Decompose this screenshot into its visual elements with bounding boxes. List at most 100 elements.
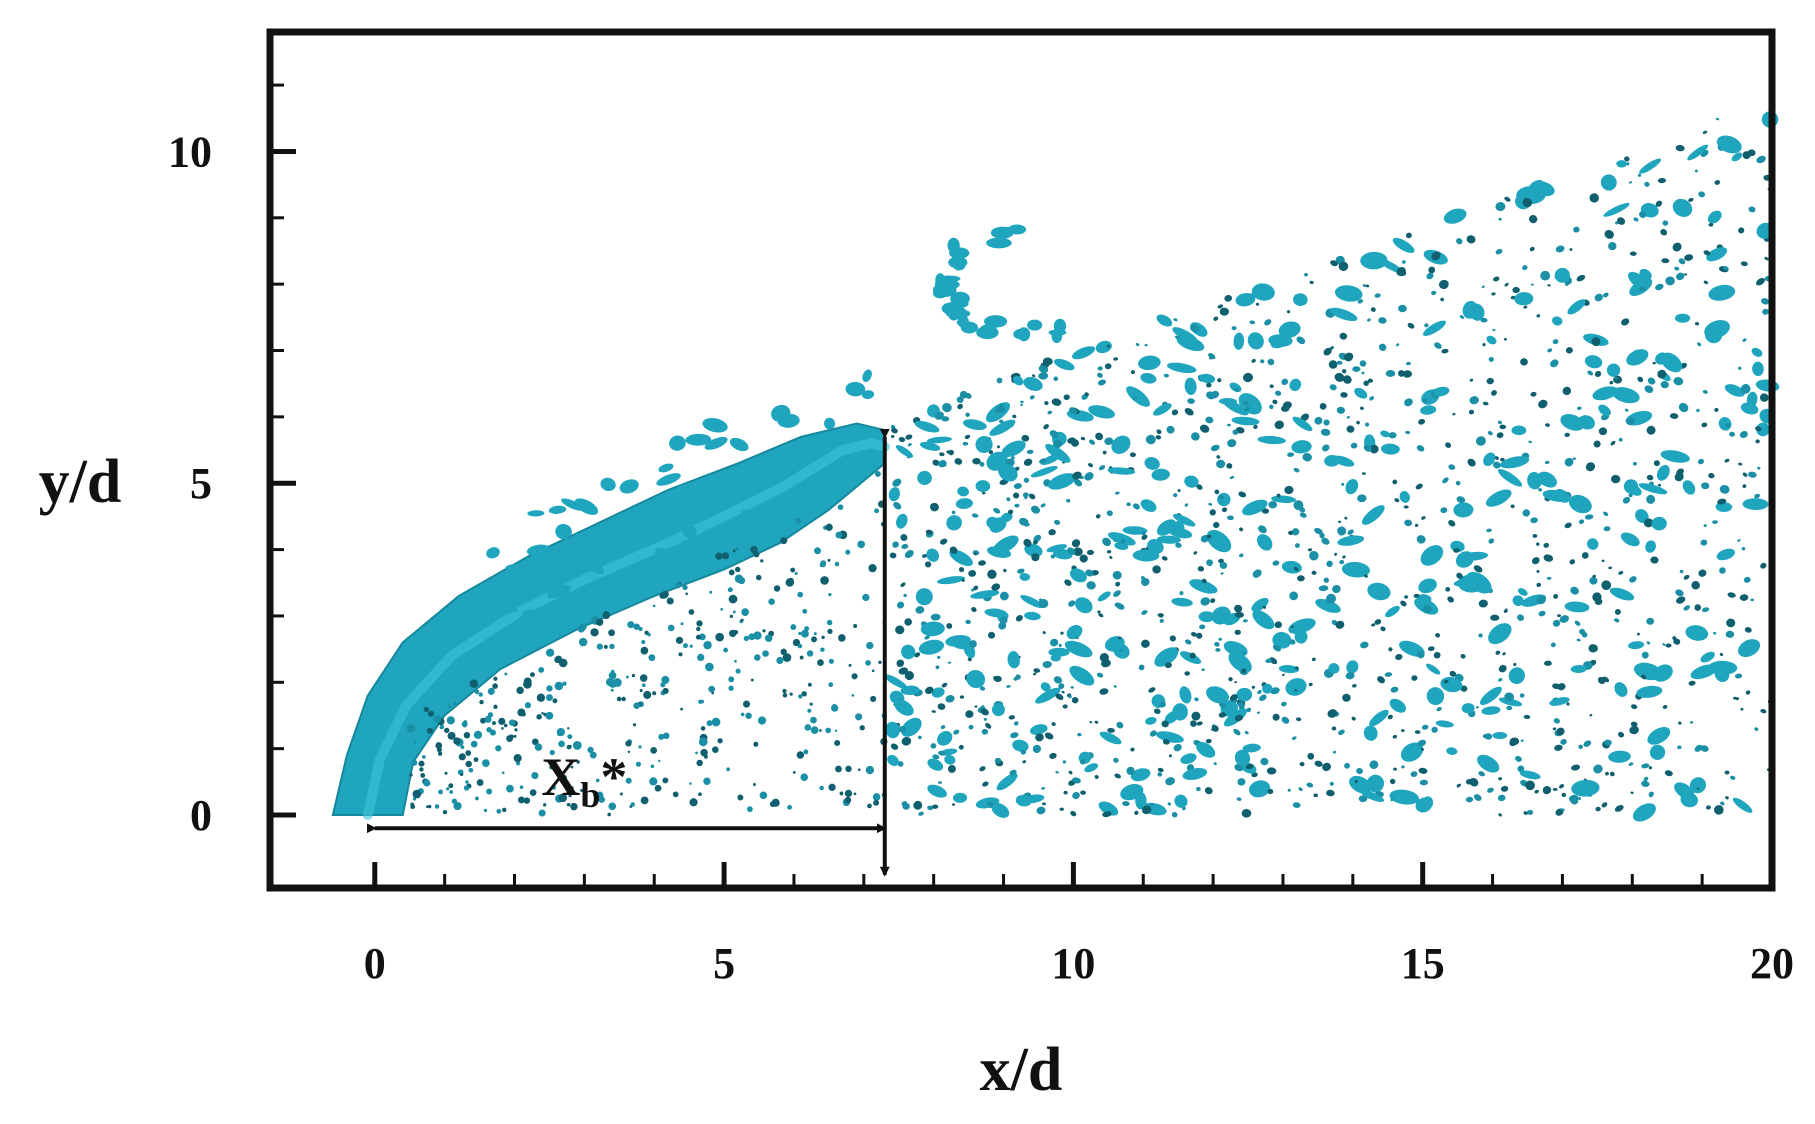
- droplet: [884, 674, 908, 690]
- droplet: [1453, 502, 1474, 518]
- droplet: [1600, 174, 1617, 191]
- droplet: [1497, 420, 1502, 425]
- droplet: [633, 702, 640, 710]
- droplet: [1702, 130, 1708, 134]
- droplet: [1288, 618, 1316, 634]
- droplet: [782, 688, 787, 694]
- droplet: [621, 696, 626, 702]
- droplet: [1426, 272, 1434, 280]
- droplet: [1096, 672, 1104, 678]
- droplet: [1224, 294, 1233, 302]
- droplet: [503, 723, 508, 728]
- droplet: [810, 726, 819, 734]
- droplet: [1135, 343, 1140, 347]
- droplet: [1219, 702, 1226, 709]
- droplet: [1756, 155, 1766, 164]
- droplet: [1041, 787, 1045, 790]
- droplet: [1035, 733, 1044, 742]
- droplet: [1592, 574, 1596, 578]
- droplet: [820, 647, 825, 652]
- liquid-column: [331, 422, 886, 817]
- droplet: [1578, 744, 1583, 750]
- droplet: [1267, 788, 1274, 795]
- droplet: [904, 671, 914, 681]
- droplet: [1258, 525, 1267, 534]
- droplet: [975, 480, 991, 492]
- droplet: [501, 771, 505, 775]
- droplet: [1638, 483, 1668, 495]
- droplet: [1196, 721, 1203, 726]
- droplet: [1130, 768, 1151, 782]
- droplet: [1251, 597, 1269, 612]
- droplet: [1251, 685, 1256, 689]
- droplet: [1760, 562, 1767, 569]
- droplet: [934, 411, 944, 420]
- droplet: [1522, 509, 1531, 517]
- droplet: [1486, 528, 1492, 533]
- droplet: [1302, 453, 1312, 462]
- droplet: [1552, 788, 1558, 791]
- droplet: [1115, 581, 1121, 587]
- droplet: [1422, 605, 1432, 614]
- droplet: [493, 676, 498, 681]
- droplet: [1560, 738, 1567, 745]
- droplet: [1068, 695, 1072, 699]
- droplet: [1010, 732, 1019, 739]
- droplet: [1042, 357, 1053, 366]
- droplet: [987, 546, 1012, 558]
- droplet: [914, 652, 921, 658]
- droplet: [1587, 538, 1599, 550]
- droplet: [827, 628, 833, 635]
- droplet: [991, 803, 1010, 818]
- droplet: [1589, 714, 1593, 717]
- droplet: [900, 534, 908, 541]
- droplet: [1211, 727, 1215, 731]
- droplet: [1336, 360, 1343, 365]
- droplet: [680, 707, 684, 711]
- droplet: [1120, 539, 1126, 544]
- droplet: [492, 683, 498, 689]
- droplet: [954, 458, 963, 465]
- droplet: [1172, 513, 1196, 527]
- droplet: [1700, 651, 1715, 663]
- droplet: [705, 662, 714, 672]
- droplet: [685, 592, 688, 596]
- droplet: [1551, 316, 1563, 326]
- droplet: [728, 685, 734, 691]
- droplet: [1338, 520, 1342, 523]
- droplet: [1358, 795, 1368, 803]
- droplet: [895, 445, 914, 458]
- droplet: [1252, 569, 1262, 578]
- droplet: [1585, 462, 1596, 472]
- droplet: [1646, 474, 1654, 481]
- droplet: [865, 765, 875, 775]
- droplet: [631, 673, 636, 678]
- droplet: [1117, 636, 1122, 640]
- droplet: [630, 802, 635, 807]
- droplet: [557, 731, 563, 737]
- droplet: [1500, 785, 1509, 792]
- droplet: [1465, 796, 1474, 803]
- droplet: [1058, 643, 1062, 647]
- droplet: [1475, 706, 1479, 709]
- droplet: [1696, 787, 1700, 790]
- droplet: [1072, 791, 1080, 800]
- droplet: [1051, 722, 1056, 726]
- droplet: [955, 498, 974, 509]
- droplet: [1141, 639, 1150, 648]
- droplet: [1237, 701, 1245, 709]
- droplet: [1354, 387, 1368, 399]
- annotation-suffix: *: [600, 747, 627, 807]
- droplet: [1534, 789, 1539, 794]
- droplet: [1357, 494, 1367, 503]
- droplet: [1436, 707, 1442, 712]
- droplet: [925, 529, 933, 535]
- droplet: [1418, 418, 1426, 425]
- droplet: [1604, 230, 1614, 239]
- droplet: [1106, 550, 1112, 554]
- droplet: [1242, 743, 1261, 753]
- droplet: [1603, 202, 1630, 217]
- droplet: [951, 803, 956, 806]
- droplet: [989, 419, 1016, 436]
- droplet: [1071, 539, 1081, 548]
